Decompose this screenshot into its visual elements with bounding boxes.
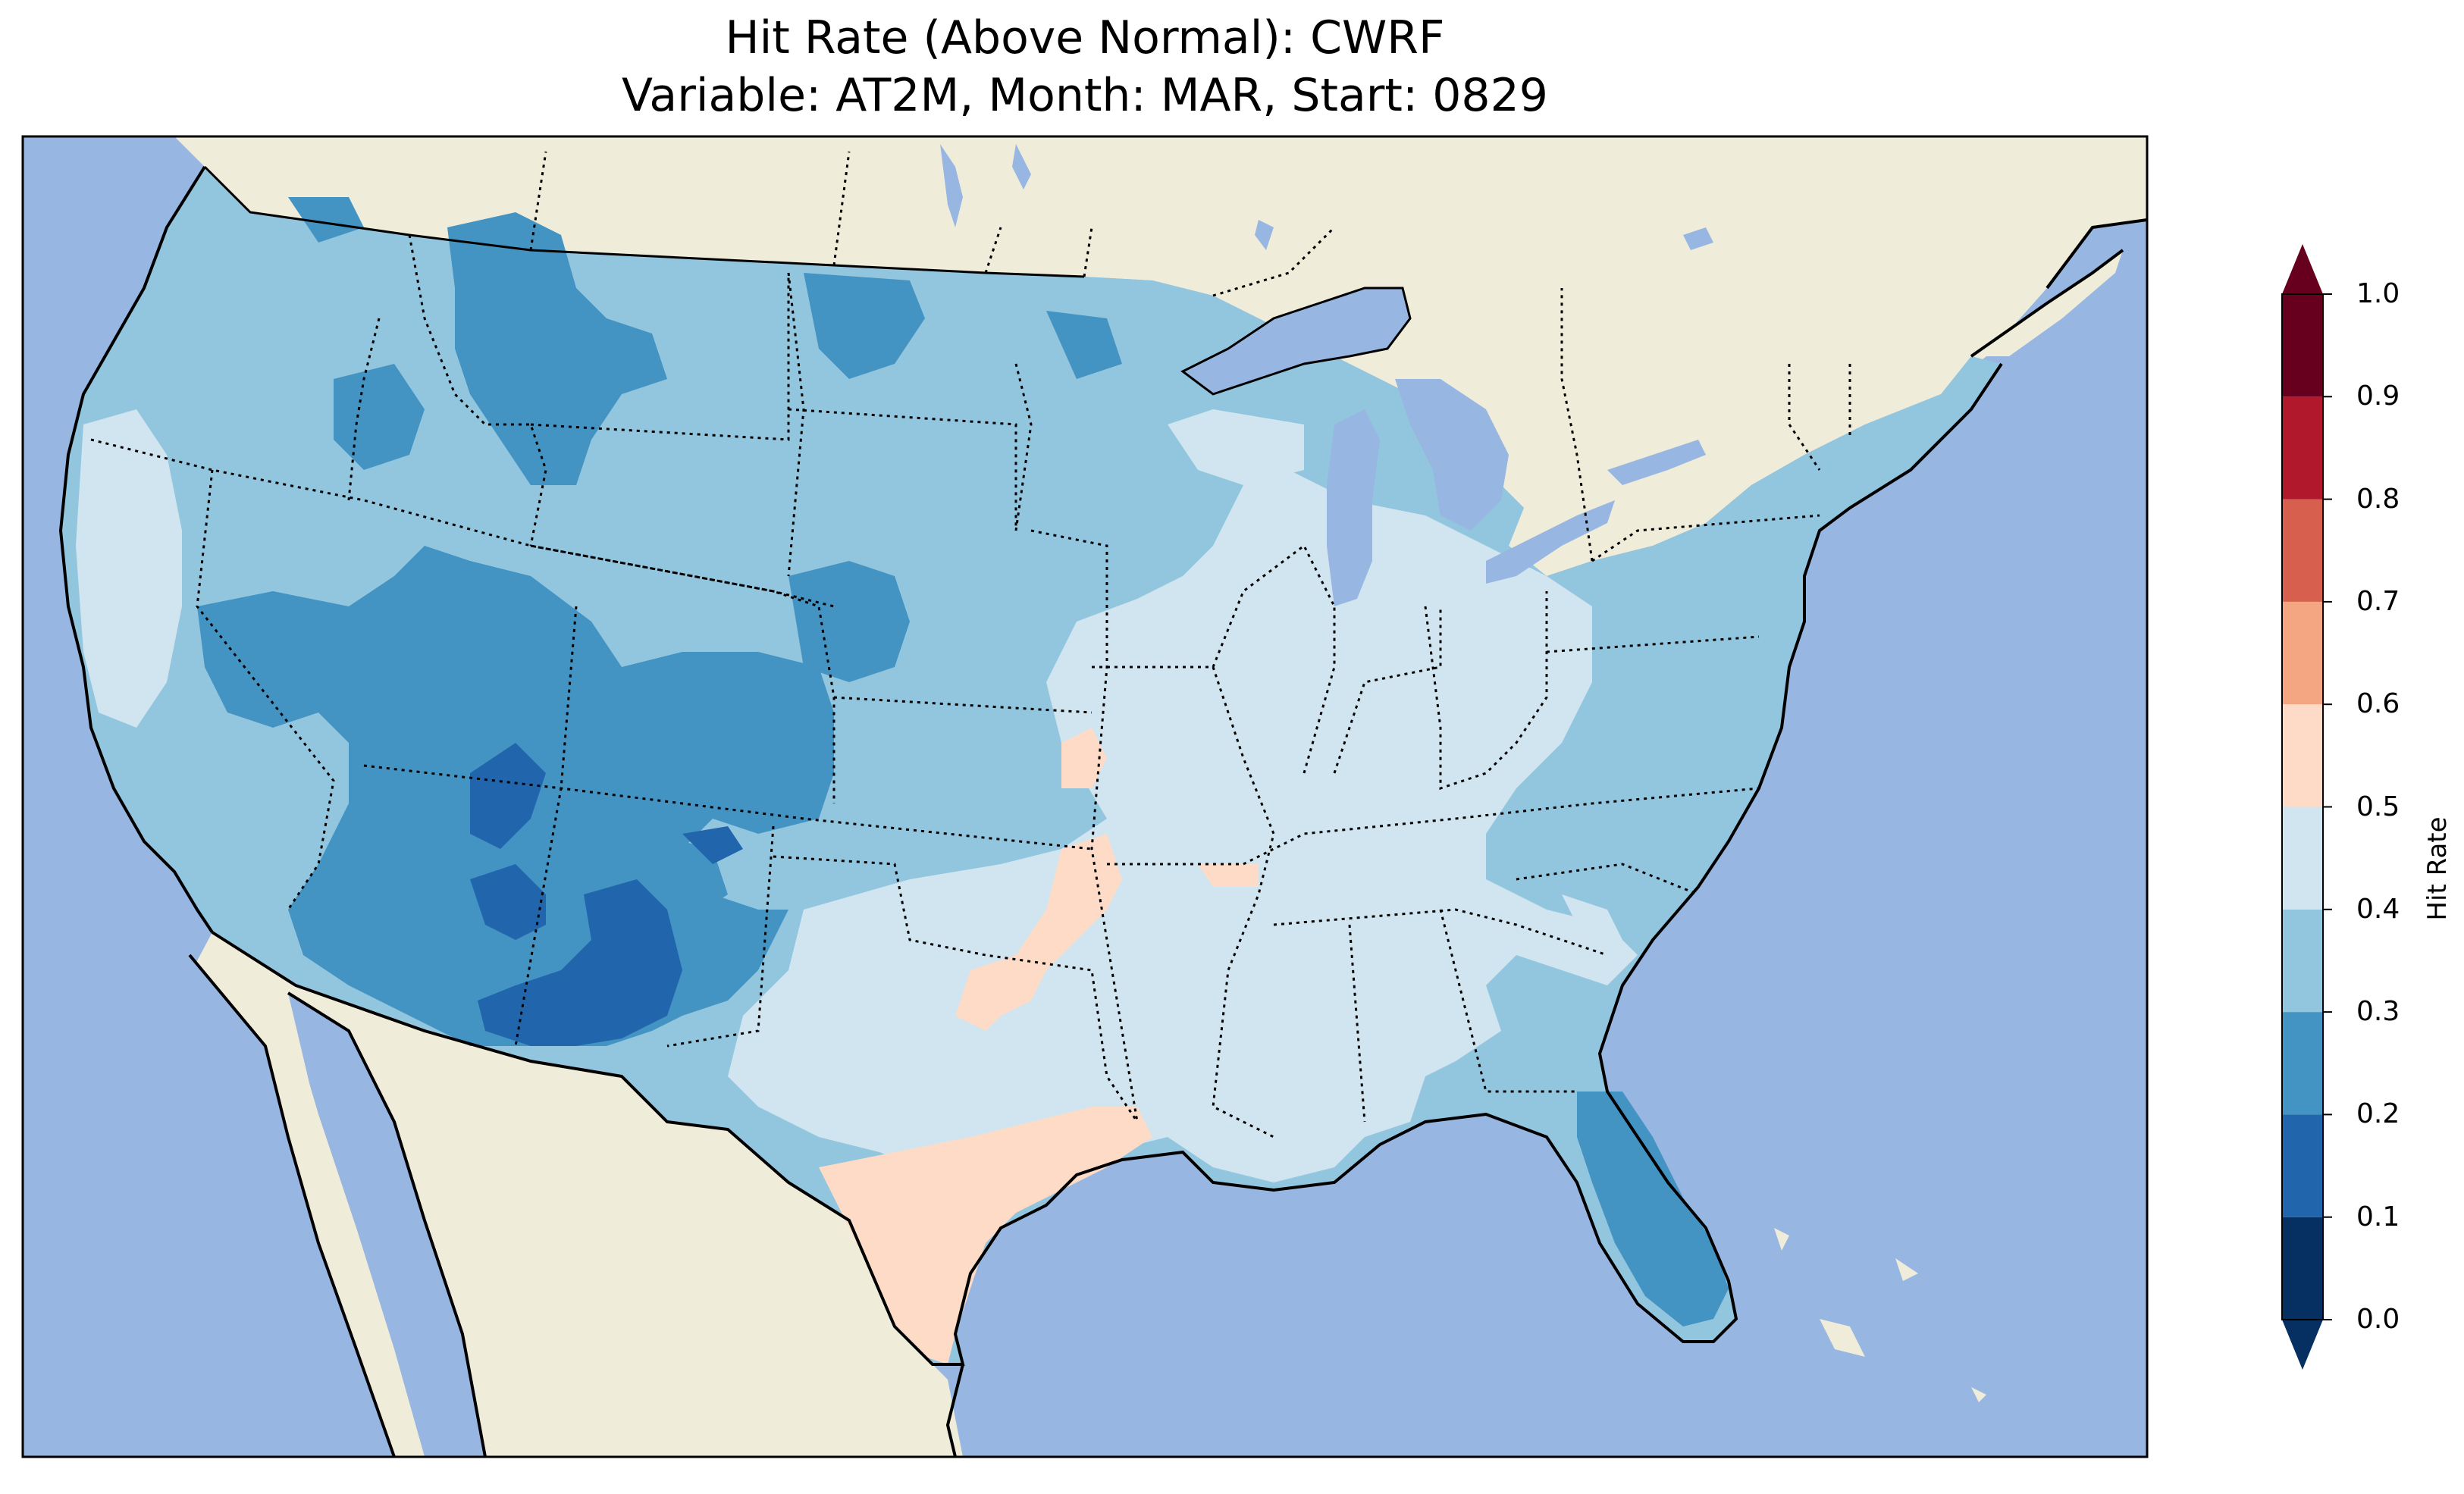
colorbar-tick-label: 0.5 xyxy=(2356,791,2400,822)
colorbar-tick-label: 0.6 xyxy=(2356,688,2400,720)
chart-title: Hit Rate (Above Normal): CWRF xyxy=(725,11,1445,64)
colorbar-tick-label: 1.0 xyxy=(2356,278,2400,309)
colorbar-tick-label: 0.3 xyxy=(2356,996,2400,1028)
coastlines xyxy=(58,165,2147,1457)
colorbar-bin xyxy=(2282,1114,2323,1217)
colorbar-bin xyxy=(2282,807,2323,910)
colorbar-bin xyxy=(2282,294,2323,397)
colorbar-tick-label: 0.2 xyxy=(2356,1098,2400,1130)
lake-erie xyxy=(1486,500,1615,584)
colorbar-bin xyxy=(2282,396,2323,500)
colorbar-bin xyxy=(2282,704,2323,807)
colorbar-tick-label: 0.0 xyxy=(2356,1304,2400,1335)
lake-superior xyxy=(1183,288,1410,394)
hit-rate-0.4-0.5 xyxy=(76,409,1638,1213)
colorbar-tick-label: 0.9 xyxy=(2356,381,2400,412)
state-borders xyxy=(90,151,1851,1139)
canadian-lakes xyxy=(940,144,1713,250)
chart-subtitle: Variable: AT2M, Month: MAR, Start: 0829 xyxy=(622,69,1548,122)
map-area xyxy=(23,136,2147,1457)
colorbar-extend-bottom xyxy=(2282,1320,2323,1370)
colorbar-extend-top xyxy=(2282,244,2323,294)
gulf-of-california xyxy=(288,993,485,1457)
lake-michigan xyxy=(1327,409,1380,606)
colorbar-tick-label: 0.1 xyxy=(2356,1201,2400,1232)
colorbar-tick-label: 0.4 xyxy=(2356,893,2400,925)
great-lakes xyxy=(1183,288,1706,606)
colorbar-bin xyxy=(2282,1217,2323,1320)
colorbar-tick-label: 0.8 xyxy=(2356,483,2400,515)
colorbar-bin xyxy=(2282,601,2323,705)
cuba-land xyxy=(1820,1319,1865,1357)
colorbar-bin xyxy=(2282,1012,2323,1115)
colorbar-label: Hit Rate xyxy=(2422,816,2453,921)
hit-rate-0.5-0.6 xyxy=(819,728,1259,1364)
colorbar-bin xyxy=(2282,499,2323,602)
colorbar-tick-label: 0.7 xyxy=(2356,585,2400,617)
pacific-south xyxy=(23,955,394,1457)
hit-rate-0.1-0.2 xyxy=(470,743,743,1046)
colorbar-bin xyxy=(2282,909,2323,1013)
lake-ontario xyxy=(1607,440,1706,485)
map-frame xyxy=(21,135,2149,1458)
lake-huron xyxy=(1395,379,1509,531)
baja-land xyxy=(265,985,425,1457)
colorbar xyxy=(2281,244,2332,1370)
